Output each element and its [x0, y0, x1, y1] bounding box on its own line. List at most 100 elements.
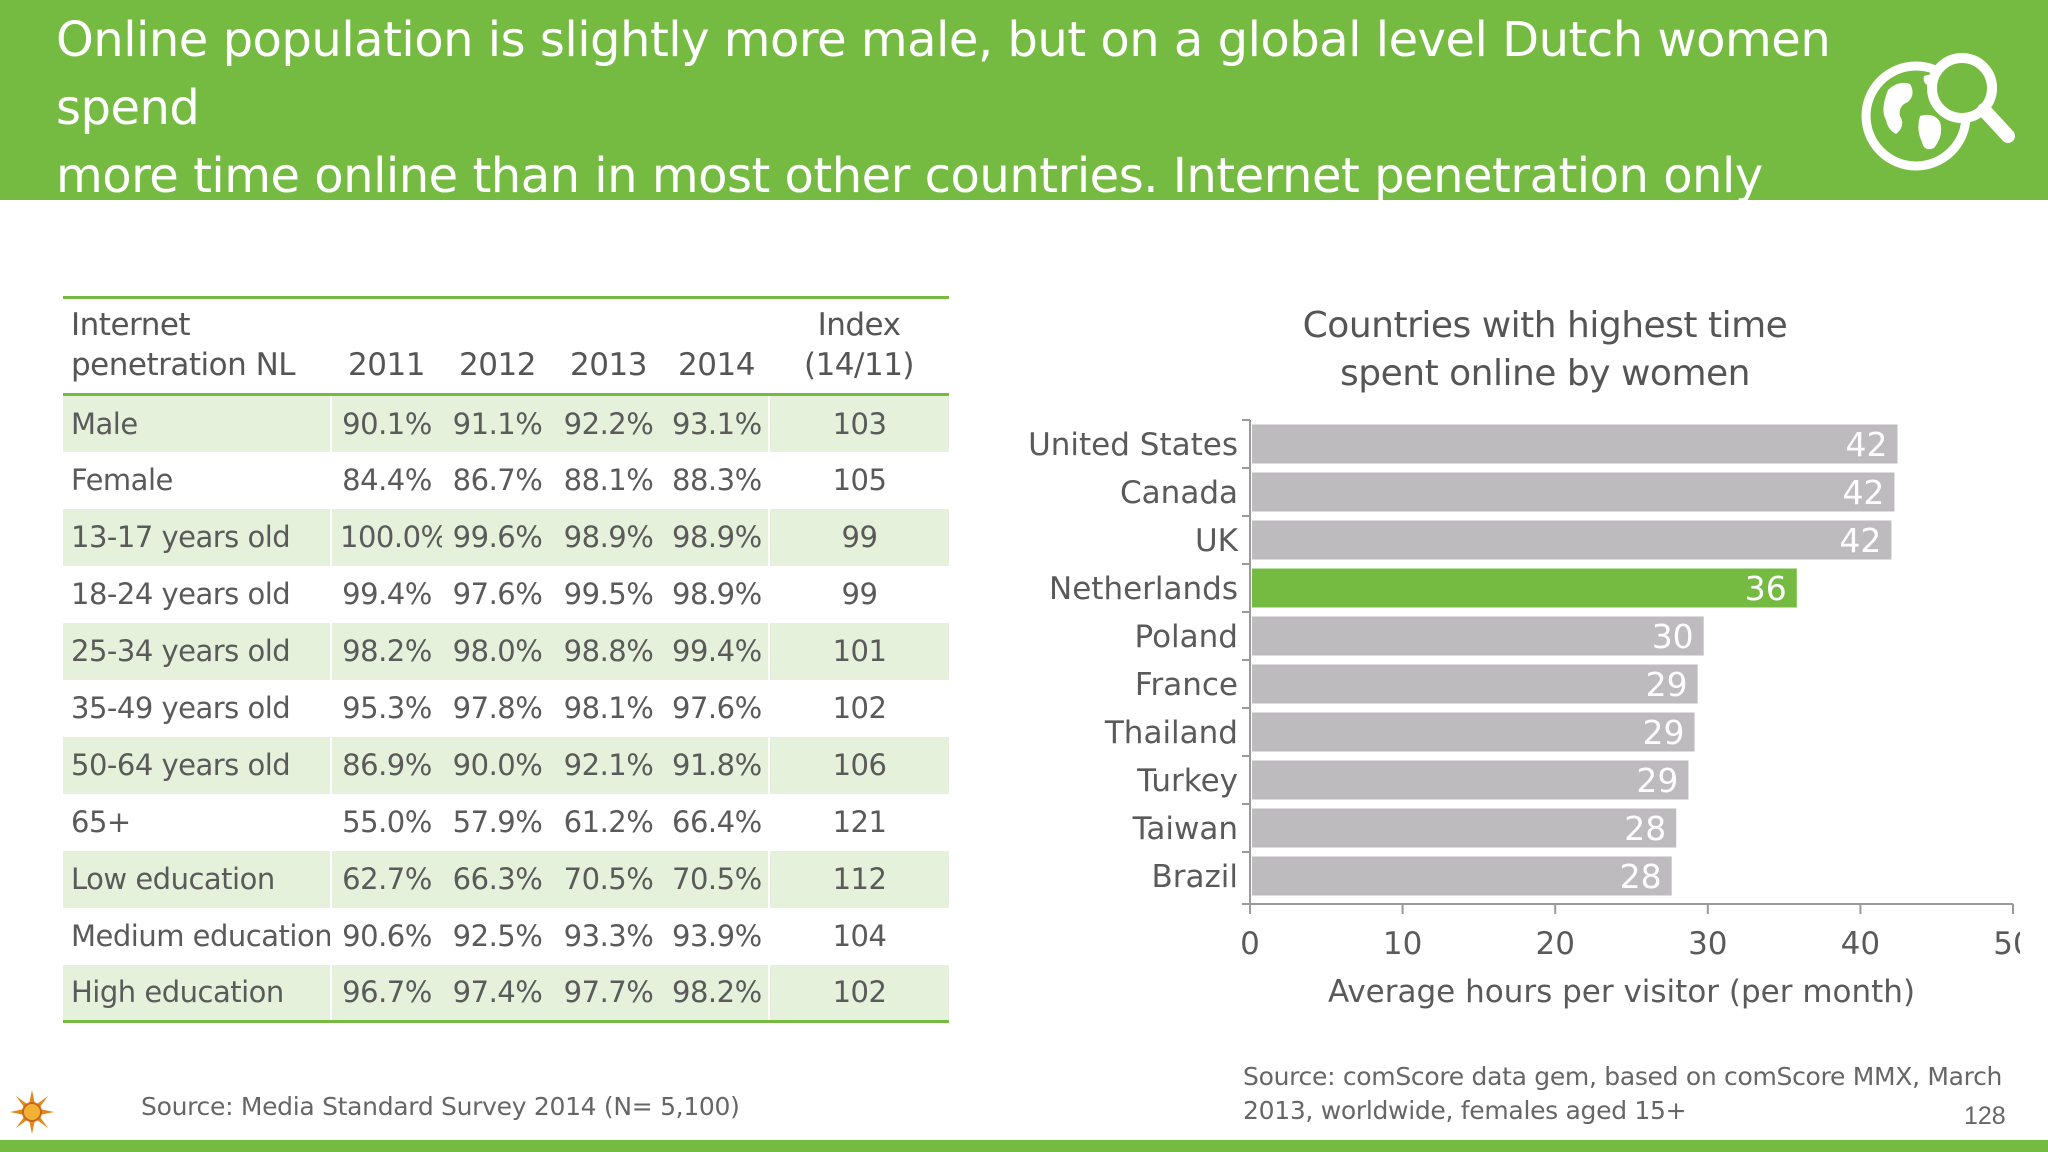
table-cell: 90.6% — [342, 919, 432, 953]
row-label: 50-64 years old — [63, 736, 332, 794]
data-label: 28 — [1620, 857, 1662, 896]
table-row: Medium education 90.6% 92.5% 93.3% 93.9% 104 — [63, 907, 949, 965]
bar — [1252, 808, 1677, 848]
data-label: 28 — [1624, 809, 1666, 848]
bar-chart: United States 42 Canada 42 UK 42 Netherlands 36… — [1028, 419, 2020, 1010]
bar — [1252, 616, 1704, 656]
row-label: 25-34 years old — [63, 622, 332, 680]
table-body: Male 90.1% 91.1% 92.2% 93.1% 103 Female 84.4% 86… — [63, 394, 949, 1022]
table-cell: 106 — [769, 736, 949, 794]
row-label: Female — [63, 451, 332, 509]
table-cell: 62.7% — [331, 850, 442, 908]
table-cell: 70.5% — [553, 850, 664, 908]
table-cell: 101 — [769, 622, 949, 680]
category-label: France — [1135, 667, 1238, 703]
table-cell: 99.4% — [664, 622, 770, 680]
table-row: High education 96.7% 97.4% 97.7% 98.2% 102 — [63, 964, 949, 1022]
table-cell: 99 — [841, 577, 878, 611]
page-number: 128 — [1964, 1102, 2006, 1130]
table-cell: 99 — [769, 508, 949, 566]
category-label: Poland — [1135, 619, 1239, 655]
bar — [1252, 712, 1695, 752]
data-label: 42 — [1845, 425, 1887, 464]
header-cell: Internet penetration NL — [71, 307, 296, 383]
x-tick-label: 10 — [1383, 926, 1422, 962]
category-label: Brazil — [1151, 859, 1238, 895]
category-label: Taiwan — [1132, 811, 1238, 847]
table-cell: 98.9% — [553, 508, 664, 566]
category-label: Canada — [1120, 475, 1238, 511]
table-row: 50-64 years old 86.9% 90.0% 92.1% 91.8% 106 — [63, 736, 949, 794]
row-label: Male — [63, 394, 332, 452]
table-cell: 121 — [832, 805, 887, 839]
table-cell: 98.2% — [664, 964, 770, 1022]
table-cell: 92.1% — [553, 736, 664, 794]
table-cell: 104 — [832, 919, 887, 953]
category-label: Turkey — [1136, 763, 1238, 799]
table-row: 13-17 years old 100.0% 99.6% 98.9% 98.9% 99 — [63, 508, 949, 566]
table-cell: 93.1% — [664, 394, 770, 452]
table-cell: 102 — [769, 964, 949, 1022]
header-cell: 2013 — [570, 347, 647, 383]
table-row: 65+ 55.0% 57.9% 61.2% 66.4% 121 — [63, 793, 949, 851]
data-label: 29 — [1646, 665, 1688, 704]
table-row: Female 84.4% 86.7% 88.1% 88.3% 105 — [63, 451, 949, 509]
slide-title: Online population is slightly more male,… — [56, 12, 1831, 340]
table-cell: 93.3% — [563, 919, 654, 953]
row-label: 35-49 years old — [63, 679, 332, 737]
table-cell: 91.8% — [664, 736, 770, 794]
table-cell: 88.1% — [563, 463, 654, 497]
table-cell: 98.9% — [664, 508, 770, 566]
data-label: 30 — [1652, 617, 1694, 656]
table-cell: 86.7% — [452, 463, 543, 497]
table-cell: 61.2% — [563, 805, 654, 839]
table-cell: 98.9% — [664, 565, 770, 623]
x-tick-label: 40 — [1841, 926, 1880, 962]
x-axis-label: Average hours per visitor (per month) — [1328, 974, 1915, 1010]
table-cell: 97.6% — [452, 577, 543, 611]
x-tick-label: 50 — [1993, 926, 2020, 962]
table-cell: 97.7% — [553, 964, 664, 1022]
table-cell: 66.3% — [442, 850, 553, 908]
bar — [1252, 856, 1672, 896]
table-cell: 92.5% — [452, 919, 543, 953]
table-cell: 66.4% — [664, 793, 770, 851]
table-cell: 90.0% — [442, 736, 553, 794]
table-cell: 70.5% — [664, 850, 770, 908]
bar — [1252, 760, 1689, 800]
table-cell: 99.4% — [342, 577, 432, 611]
table-row: Male 90.1% 91.1% 92.2% 93.1% 103 — [63, 394, 949, 452]
table-cell: 91.1% — [442, 394, 553, 452]
header-cell: Index (14/11) — [803, 307, 915, 383]
table-cell: 100.0% — [331, 508, 442, 566]
table-row: 18-24 years old 99.4% 97.6% 99.5% 98.9% 99 — [63, 565, 949, 623]
table-row: Low education 62.7% 66.3% 70.5% 70.5% 112 — [63, 850, 949, 908]
table-cell: 103 — [769, 394, 949, 452]
table-cell: 95.3% — [342, 691, 432, 725]
sun-logo — [10, 1090, 54, 1134]
table-cell: 97.8% — [452, 691, 543, 725]
table-cell: 84.4% — [342, 463, 432, 497]
table-cell: 93.9% — [664, 907, 770, 965]
category-label: Thailand — [1104, 715, 1238, 751]
table-cell: 92.2% — [553, 394, 664, 452]
category-label: Netherlands — [1049, 571, 1238, 607]
table-cell: 57.9% — [452, 805, 543, 839]
header-cell: 2012 — [459, 347, 536, 383]
table-cell: 102 — [832, 691, 887, 725]
data-label: 42 — [1839, 521, 1881, 560]
row-label: 65+ — [63, 793, 332, 851]
header-bar: Online population is slightly more male,… — [0, 0, 2048, 340]
table-cell: 98.0% — [442, 622, 553, 680]
bar — [1252, 568, 1797, 608]
table-cell: 98.1% — [563, 691, 654, 725]
table-cell: 105 — [832, 463, 887, 497]
table-cell: 96.7% — [331, 964, 442, 1022]
chart-title: Countries with highest time spent online… — [1302, 305, 1788, 394]
bar — [1252, 472, 1895, 512]
data-label: 29 — [1636, 761, 1678, 800]
x-tick-label: 20 — [1535, 926, 1574, 962]
footer-bar — [0, 1140, 2048, 1152]
internet-penetration-table: Internet penetration NL 2011 2012 2013 2… — [63, 296, 949, 1023]
table-row: 25-34 years old 98.2% 98.0% 98.8% 99.4% 101 — [63, 622, 949, 680]
